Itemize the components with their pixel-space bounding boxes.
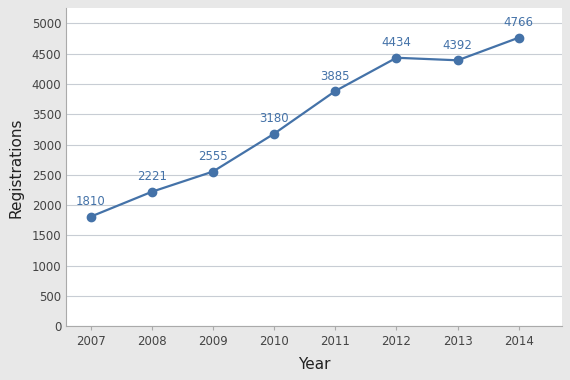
Text: 2221: 2221	[137, 171, 167, 184]
Text: 4392: 4392	[443, 39, 473, 52]
Y-axis label: Registrations: Registrations	[9, 117, 23, 218]
X-axis label: Year: Year	[298, 357, 330, 372]
Text: 3885: 3885	[320, 70, 350, 83]
Text: 4766: 4766	[504, 16, 534, 29]
Text: 1810: 1810	[76, 195, 105, 208]
Text: 3180: 3180	[259, 112, 289, 125]
Text: 2555: 2555	[198, 150, 228, 163]
Text: 4434: 4434	[381, 36, 412, 49]
